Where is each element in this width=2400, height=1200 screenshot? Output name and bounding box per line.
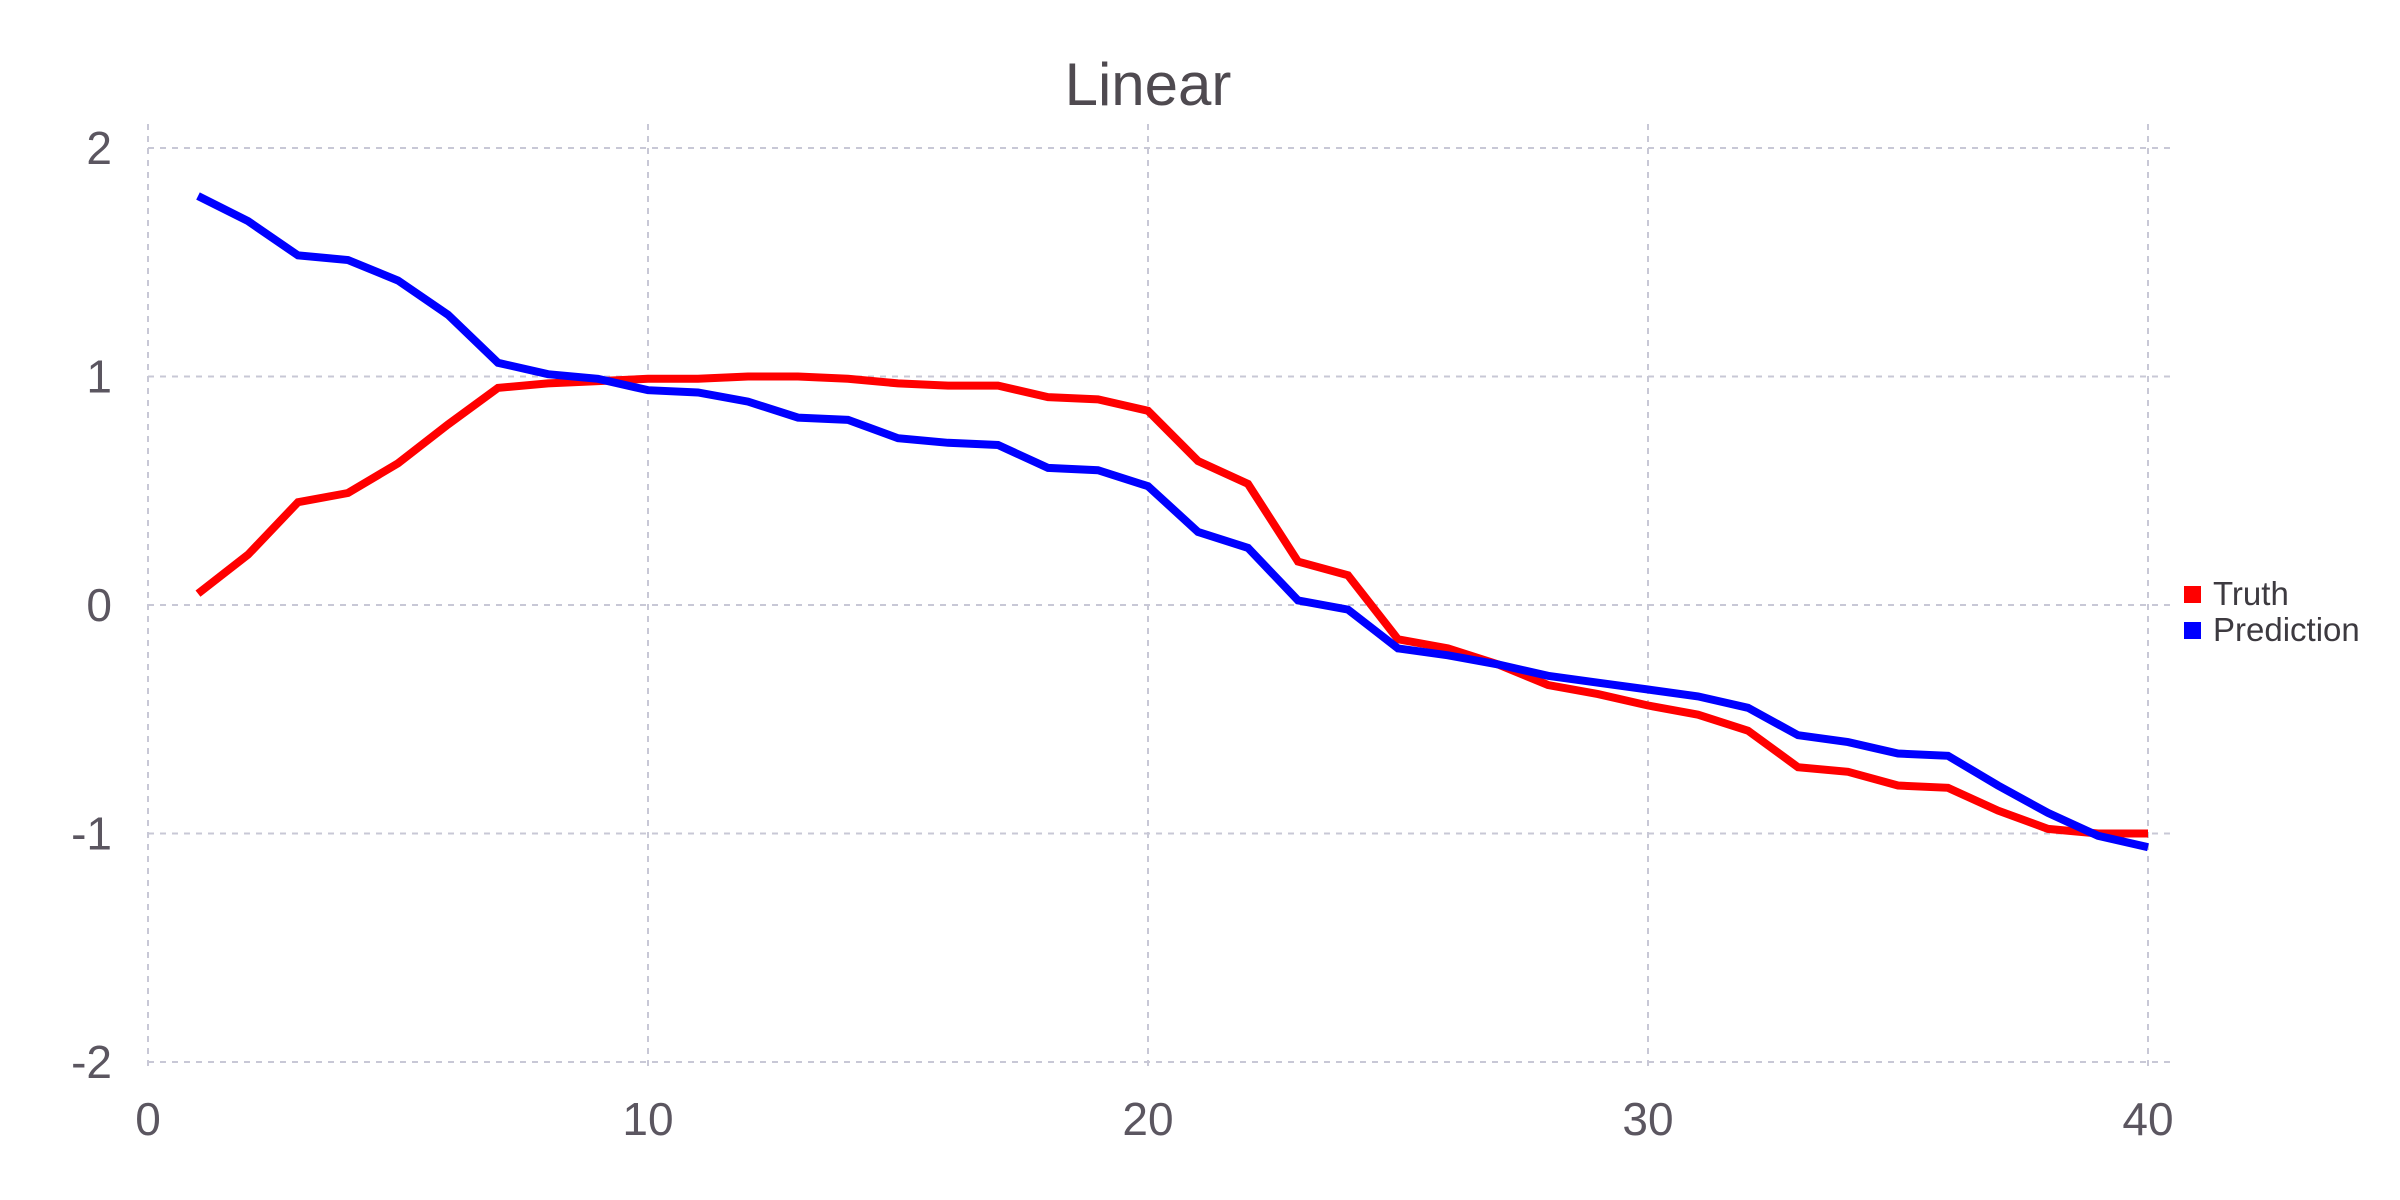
legend-swatch-prediction [2184, 622, 2201, 639]
legend-label-prediction: Prediction [2213, 611, 2360, 648]
chart-title: Linear [1065, 51, 1232, 118]
legend-swatch-truth [2184, 586, 2201, 603]
y-axis-ticks: -2 -1 0 1 2 [71, 122, 112, 1088]
x-tick-label: 10 [622, 1093, 673, 1145]
x-axis-ticks: 0 10 20 30 40 [135, 1093, 2173, 1145]
y-tick-label: -1 [71, 808, 112, 860]
y-tick-label: 0 [86, 579, 112, 631]
x-tick-label: 0 [135, 1093, 161, 1145]
y-tick-label: 1 [86, 351, 112, 403]
y-tick-label: -2 [71, 1036, 112, 1088]
series-lines [195, 192, 2149, 852]
x-tick-label: 20 [1122, 1093, 1173, 1145]
x-tick-label: 40 [2122, 1093, 2173, 1145]
x-tick-label: 30 [1622, 1093, 1673, 1145]
grid [147, 124, 2172, 1072]
y-tick-label: 2 [86, 122, 112, 174]
series-line-prediction [196, 192, 2149, 852]
legend-label-truth: Truth [2213, 575, 2289, 612]
series-line-truth [195, 372, 2148, 838]
